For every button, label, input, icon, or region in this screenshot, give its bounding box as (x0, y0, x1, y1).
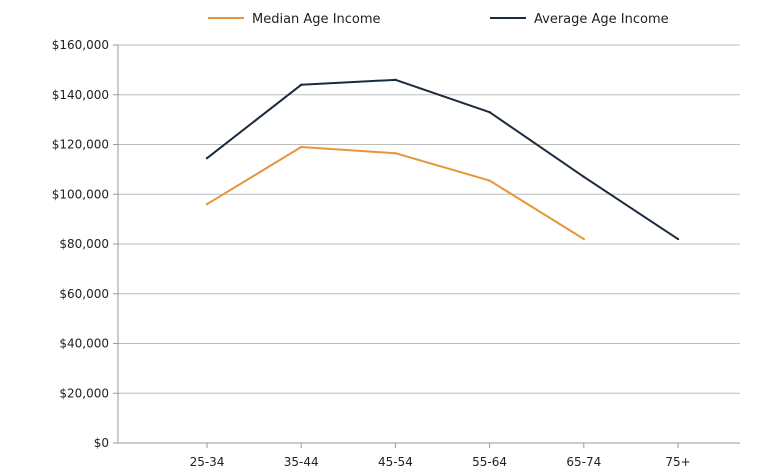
x-tick-label: 65-74 (566, 455, 601, 469)
y-tick-label: $120,000 (52, 138, 109, 152)
data-point (582, 175, 585, 179)
y-tick-label: $40,000 (59, 337, 109, 351)
data-point (582, 237, 585, 241)
series-line-median (206, 145, 585, 240)
y-tick-label: $160,000 (52, 38, 109, 52)
y-tick-label: $100,000 (52, 187, 109, 201)
y-tick-label: $20,000 (59, 386, 109, 400)
data-point (394, 78, 397, 82)
y-tick-label: $80,000 (59, 237, 109, 251)
x-tick-label: 35-44 (284, 455, 319, 469)
x-tick-label: 75+ (665, 455, 690, 469)
grid-lines (118, 44, 740, 444)
series-lines (205, 78, 680, 241)
data-point (488, 110, 491, 114)
data-point (488, 179, 491, 182)
x-tick-label: 45-54 (378, 455, 413, 469)
y-tick-label: $0 (94, 436, 109, 450)
y-tick-label: $60,000 (59, 287, 109, 301)
legend-label: Median Age Income (252, 12, 381, 27)
data-point (205, 156, 209, 160)
data-point (205, 203, 209, 206)
x-axis: 25-34 35-44 45-54 55-64 65-74 75+ (190, 443, 691, 469)
series-line-average (206, 78, 679, 240)
data-point (394, 152, 397, 155)
data-point (300, 83, 303, 87)
y-tick-label: $140,000 (52, 88, 109, 102)
y-axis: $0 $20,000 $40,000 $60,000 $80,000 $100,000 $1… (52, 38, 119, 450)
data-point (676, 237, 680, 241)
legend-label: Average Age Income (534, 12, 669, 27)
x-tick-label: 55-64 (472, 455, 507, 469)
data-point (300, 145, 303, 149)
legend: Median Age Income Average Age Income (208, 12, 669, 27)
x-tick-label: 25-34 (190, 455, 225, 469)
